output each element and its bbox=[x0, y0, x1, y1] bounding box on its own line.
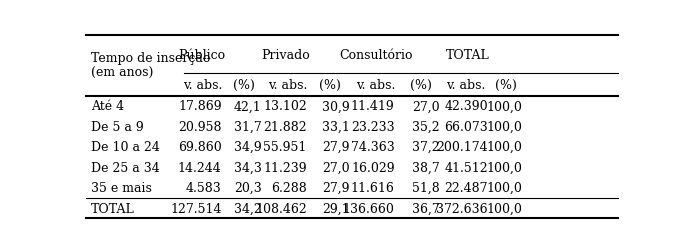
Text: 136.660: 136.660 bbox=[343, 202, 395, 215]
Text: v. abs.: v. abs. bbox=[269, 79, 308, 91]
Text: De 5 a 9: De 5 a 9 bbox=[91, 120, 144, 133]
Text: 42.390: 42.390 bbox=[444, 100, 488, 113]
Text: Consultório: Consultório bbox=[339, 48, 413, 61]
Text: 20.958: 20.958 bbox=[178, 120, 222, 133]
Text: 11.239: 11.239 bbox=[263, 161, 307, 174]
Text: 100,0: 100,0 bbox=[486, 141, 523, 154]
Text: (%): (%) bbox=[232, 79, 254, 91]
Text: 42,1: 42,1 bbox=[234, 100, 262, 113]
Text: 20,3: 20,3 bbox=[234, 181, 262, 194]
Text: 29,1: 29,1 bbox=[322, 202, 350, 215]
Text: (%): (%) bbox=[409, 79, 431, 91]
Text: 31,7: 31,7 bbox=[234, 120, 262, 133]
Text: 74.363: 74.363 bbox=[351, 141, 395, 154]
Text: 38,7: 38,7 bbox=[412, 161, 440, 174]
Text: 200.174: 200.174 bbox=[436, 141, 488, 154]
Text: 35,2: 35,2 bbox=[412, 120, 440, 133]
Text: 127.514: 127.514 bbox=[170, 202, 222, 215]
Text: 41.512: 41.512 bbox=[444, 161, 488, 174]
Text: 372.636: 372.636 bbox=[436, 202, 488, 215]
Text: TOTAL: TOTAL bbox=[91, 202, 135, 215]
Text: 37,2: 37,2 bbox=[412, 141, 440, 154]
Text: 100,0: 100,0 bbox=[486, 202, 523, 215]
Text: 108.462: 108.462 bbox=[255, 202, 307, 215]
Text: Público: Público bbox=[179, 48, 225, 61]
Text: Até 4: Até 4 bbox=[91, 100, 124, 113]
Text: 6.288: 6.288 bbox=[271, 181, 307, 194]
Text: 55.951: 55.951 bbox=[263, 141, 307, 154]
Text: 14.244: 14.244 bbox=[178, 161, 222, 174]
Text: v. abs.: v. abs. bbox=[446, 79, 486, 91]
Text: 17.869: 17.869 bbox=[178, 100, 222, 113]
Text: 66.073: 66.073 bbox=[444, 120, 488, 133]
Text: 51,8: 51,8 bbox=[412, 181, 440, 194]
Text: 4.583: 4.583 bbox=[186, 181, 222, 194]
Text: 23.233: 23.233 bbox=[351, 120, 395, 133]
Text: 33,1: 33,1 bbox=[322, 120, 350, 133]
Text: 11.419: 11.419 bbox=[351, 100, 395, 113]
Text: De 10 a 24: De 10 a 24 bbox=[91, 141, 160, 154]
Text: 100,0: 100,0 bbox=[486, 181, 523, 194]
Text: TOTAL: TOTAL bbox=[447, 48, 490, 61]
Text: 34,9: 34,9 bbox=[234, 141, 262, 154]
Text: 34,2: 34,2 bbox=[234, 202, 262, 215]
Text: v. abs.: v. abs. bbox=[356, 79, 395, 91]
Text: 27,0: 27,0 bbox=[412, 100, 440, 113]
Text: De 25 a 34: De 25 a 34 bbox=[91, 161, 160, 174]
Text: v. abs.: v. abs. bbox=[183, 79, 223, 91]
Text: 34,3: 34,3 bbox=[234, 161, 262, 174]
Text: 13.102: 13.102 bbox=[263, 100, 307, 113]
Text: 16.029: 16.029 bbox=[351, 161, 395, 174]
Text: 27,9: 27,9 bbox=[322, 141, 350, 154]
Text: 21.882: 21.882 bbox=[263, 120, 307, 133]
Text: 27,0: 27,0 bbox=[322, 161, 350, 174]
Text: Tempo de inserção
(em anos): Tempo de inserção (em anos) bbox=[91, 52, 211, 80]
Text: 100,0: 100,0 bbox=[486, 120, 523, 133]
Text: 27,9: 27,9 bbox=[322, 181, 350, 194]
Text: 36,7: 36,7 bbox=[412, 202, 440, 215]
Text: 30,9: 30,9 bbox=[322, 100, 350, 113]
Text: 35 e mais: 35 e mais bbox=[91, 181, 152, 194]
Text: 69.860: 69.860 bbox=[178, 141, 222, 154]
Text: (%): (%) bbox=[495, 79, 517, 91]
Text: Privado: Privado bbox=[261, 48, 310, 61]
Text: 11.616: 11.616 bbox=[351, 181, 395, 194]
Text: 100,0: 100,0 bbox=[486, 100, 523, 113]
Text: 22.487: 22.487 bbox=[444, 181, 488, 194]
Text: (%): (%) bbox=[319, 79, 341, 91]
Text: 100,0: 100,0 bbox=[486, 161, 523, 174]
